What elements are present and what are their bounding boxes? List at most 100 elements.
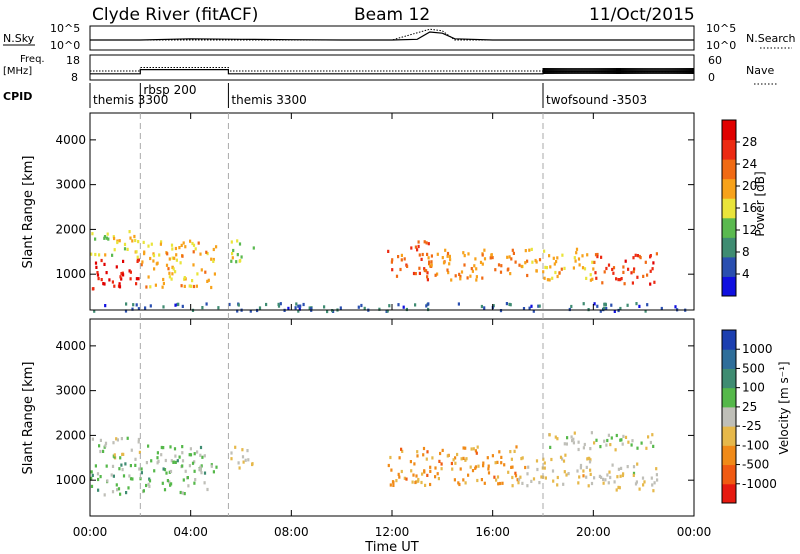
data-cell <box>188 464 191 468</box>
data-cell <box>655 473 658 477</box>
data-cell <box>574 259 577 263</box>
data-cell <box>592 267 595 271</box>
data-cell <box>192 263 195 267</box>
data-cell <box>104 441 108 445</box>
data-cell <box>655 467 658 471</box>
data-cell <box>398 456 401 460</box>
data-cell <box>120 463 123 467</box>
data-cell <box>134 463 137 467</box>
data-cell <box>113 455 116 459</box>
data-cell <box>158 253 161 257</box>
colorbar-tick-label: 8 <box>742 245 750 259</box>
data-cell <box>144 306 147 310</box>
nsky-label: N.Sky <box>3 32 35 45</box>
data-cell <box>653 481 656 485</box>
data-cell <box>150 242 153 246</box>
data-cell <box>124 309 128 313</box>
data-cell <box>565 473 568 477</box>
data-cell <box>145 461 148 465</box>
data-cell <box>115 483 118 487</box>
data-cell <box>626 303 629 307</box>
data-cell <box>589 472 592 476</box>
data-cell <box>573 431 576 435</box>
data-cell <box>400 469 403 474</box>
data-cell <box>551 469 555 473</box>
data-cell <box>198 468 201 472</box>
data-cell <box>430 260 433 264</box>
data-cell <box>103 282 106 286</box>
data-cell <box>521 481 524 485</box>
data-cell <box>571 439 574 443</box>
data-cell <box>462 478 465 482</box>
data-cell <box>108 278 111 282</box>
data-cell <box>137 277 140 281</box>
data-cell <box>241 455 245 459</box>
beam-label: Beam 12 <box>354 5 430 25</box>
data-cell <box>147 482 150 486</box>
data-cell <box>126 436 129 440</box>
data-cell <box>94 464 97 468</box>
data-cell <box>610 303 613 307</box>
data-cell <box>603 302 606 306</box>
data-cell <box>638 487 641 491</box>
data-cell <box>115 265 118 269</box>
data-cell <box>494 268 497 272</box>
data-cell <box>111 464 115 468</box>
data-cell <box>103 262 106 266</box>
data-cell <box>191 461 195 465</box>
data-cell <box>615 433 618 438</box>
data-cell <box>145 483 148 488</box>
colorbar-swatch <box>722 330 736 350</box>
data-cell <box>140 263 143 267</box>
data-cell <box>167 267 170 271</box>
data-cell <box>205 302 208 306</box>
data-cell <box>651 483 654 487</box>
data-cell <box>508 302 511 306</box>
nsky-tick-top: 10^5 <box>50 22 80 35</box>
data-cell <box>179 261 182 265</box>
data-cell <box>403 257 406 261</box>
data-cell <box>421 252 424 257</box>
data-cell <box>416 248 419 252</box>
data-cell <box>391 268 394 272</box>
data-cell <box>555 260 558 264</box>
colorbar-swatch <box>722 139 736 160</box>
data-cell <box>609 475 612 480</box>
data-cell <box>418 271 421 275</box>
data-cell <box>168 470 171 474</box>
data-cell <box>206 487 209 492</box>
data-cell <box>279 302 282 306</box>
data-cell <box>641 476 645 480</box>
data-cell <box>561 457 564 461</box>
data-cell <box>511 475 514 480</box>
data-cell <box>476 445 479 449</box>
data-cell <box>199 468 202 472</box>
data-cell <box>500 455 503 459</box>
data-cell <box>472 447 475 451</box>
data-cell <box>203 471 207 475</box>
data-cell <box>142 240 145 244</box>
data-cell <box>168 480 171 484</box>
data-cell <box>410 469 413 473</box>
data-cell <box>572 437 575 441</box>
data-cell <box>424 483 427 487</box>
data-cell <box>360 303 363 308</box>
data-cell <box>137 440 140 444</box>
data-cell <box>441 256 444 260</box>
data-cell <box>627 267 630 271</box>
data-cell <box>122 474 126 478</box>
data-cell <box>556 274 559 279</box>
data-cell <box>619 438 622 442</box>
data-cell <box>178 246 181 250</box>
data-cell <box>416 454 419 458</box>
data-cell <box>636 254 639 258</box>
data-cell <box>430 263 433 267</box>
data-cell <box>642 483 645 487</box>
data-cell <box>638 304 641 308</box>
data-cell <box>604 478 607 482</box>
nsky-panel: N.Sky 10^5 10^0 10^5 10^0 N.Search <box>3 22 796 52</box>
data-cell <box>166 252 169 256</box>
data-cell <box>554 270 557 275</box>
data-cell <box>543 249 546 253</box>
data-cell <box>501 481 504 485</box>
